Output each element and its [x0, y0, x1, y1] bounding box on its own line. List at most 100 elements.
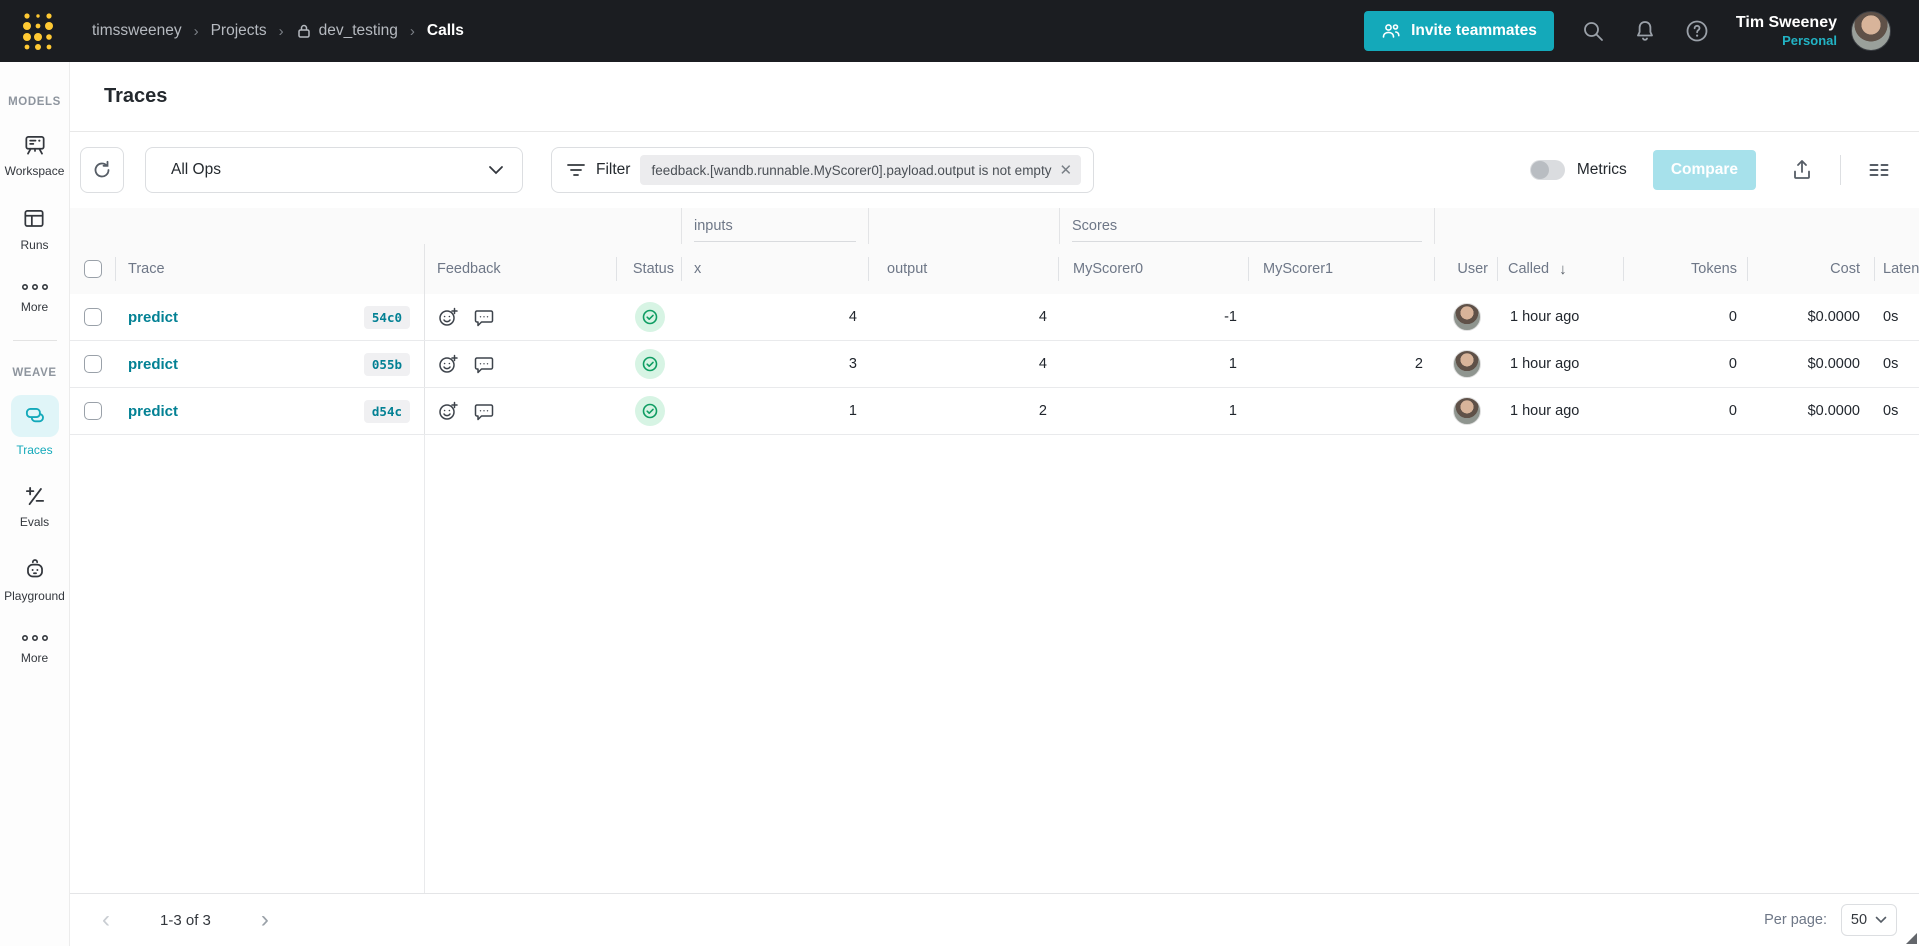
filter-bar[interactable]: Filter feedback.[wandb.runnable.MyScorer… [551, 147, 1095, 193]
toolbar-divider [1840, 155, 1841, 185]
row-checkbox[interactable] [84, 402, 102, 420]
cell-cost: $0.0000 [1807, 356, 1860, 372]
sort-desc-icon: ↓ [1559, 260, 1567, 278]
user-cell [1435, 294, 1498, 340]
filter-label: Filter [596, 161, 631, 178]
cell-myscorer0: 1 [1228, 356, 1237, 372]
add-reaction-icon[interactable] [437, 353, 459, 375]
help-icon[interactable] [1684, 18, 1710, 44]
sidebar-item-traces[interactable]: Traces [10, 395, 59, 457]
column-header-myscorer1[interactable]: MyScorer1 [1249, 244, 1435, 294]
table-row[interactable]: predict 54c0 [70, 294, 1919, 341]
column-header-latency[interactable]: Latency [1883, 261, 1919, 277]
select-all-checkbox-cell [70, 244, 116, 294]
sidebar-item-workspace[interactable]: Workspace [5, 132, 64, 178]
status-cell [617, 341, 682, 387]
people-icon [1381, 21, 1401, 41]
playground-robot-icon [22, 557, 48, 583]
row-checkbox-cell [70, 341, 116, 387]
row-checkbox-cell [70, 294, 116, 340]
status-success-icon [634, 302, 665, 332]
cell-called: 1 hour ago [1510, 403, 1580, 419]
compare-button[interactable]: Compare [1652, 150, 1756, 190]
trace-id-badge[interactable]: d54c [363, 399, 410, 423]
group-header-scores: Scores [1059, 208, 1435, 244]
group-label-scores: Scores [1072, 218, 1118, 234]
sidebar-item-runs[interactable]: Runs [20, 206, 49, 252]
row-checkbox[interactable] [84, 308, 102, 326]
window-resize-handle[interactable] [1906, 933, 1917, 944]
export-icon[interactable] [1790, 158, 1814, 182]
sidebar-item-label: More [20, 300, 49, 314]
column-header-status[interactable]: Status [617, 244, 682, 294]
user-avatar[interactable] [1851, 11, 1891, 51]
sidebar-item-evals[interactable]: Evals [20, 483, 49, 529]
filter-chip-close-icon[interactable]: ✕ [1059, 161, 1073, 179]
column-settings-icon[interactable] [1867, 158, 1891, 182]
trace-link[interactable]: predict [128, 402, 179, 420]
cell-myscorer1 [1249, 294, 1435, 340]
comment-icon[interactable] [473, 353, 495, 375]
table-row[interactable]: predict d54c [70, 388, 1919, 435]
column-header-x[interactable]: x [682, 244, 869, 294]
sidebar-item-playground[interactable]: Playground [4, 557, 65, 603]
sidebar-item-more-models[interactable]: More [20, 280, 50, 314]
column-header-output[interactable]: output [869, 244, 1059, 294]
trace-link[interactable]: predict [128, 355, 179, 373]
notifications-bell-icon[interactable] [1632, 18, 1658, 44]
breadcrumb-calls[interactable]: Calls [426, 22, 464, 39]
wandb-logo-icon[interactable] [18, 10, 58, 52]
user-menu[interactable]: Tim Sweeney Personal [1736, 13, 1837, 49]
status-cell [617, 388, 682, 434]
per-page-select[interactable]: 50 [1841, 904, 1897, 936]
invite-teammates-button[interactable]: Invite teammates [1364, 11, 1554, 51]
column-header-trace[interactable]: Trace [116, 244, 425, 294]
user-avatar [1452, 350, 1481, 378]
add-reaction-icon[interactable] [437, 400, 459, 422]
prev-page-icon[interactable]: ‹ [102, 906, 110, 933]
cell-latency: 0s [1883, 309, 1899, 325]
cell-output: 2 [1038, 403, 1047, 419]
trace-link[interactable]: predict [128, 308, 179, 326]
comment-icon[interactable] [473, 400, 495, 422]
sidebar-item-label: Runs [20, 238, 49, 252]
column-header-myscorer0[interactable]: MyScorer0 [1059, 244, 1249, 294]
ops-filter-select[interactable]: All Ops [145, 147, 523, 193]
column-header-called[interactable]: Called ↓ [1498, 244, 1624, 294]
metrics-toggle-label: Metrics [1576, 161, 1627, 178]
breadcrumb-projects[interactable]: Projects [210, 22, 267, 39]
filter-chip[interactable]: feedback.[wandb.runnable.MyScorer0].payl… [640, 155, 1082, 185]
breadcrumb: timssweeney › Projects › dev_testing › C… [92, 22, 464, 40]
group-spacer [425, 208, 682, 244]
sidebar-item-more-weave[interactable]: More [20, 631, 50, 665]
trace-id-badge[interactable]: 54c0 [363, 305, 410, 329]
comment-icon[interactable] [473, 306, 495, 328]
status-cell [617, 294, 682, 340]
column-header-feedback[interactable]: Feedback [425, 244, 617, 294]
table-row[interactable]: predict 055b [70, 341, 1919, 388]
column-header-user[interactable]: User [1435, 244, 1498, 294]
next-page-icon[interactable]: › [260, 906, 269, 933]
column-header-tokens[interactable]: Tokens [1624, 244, 1748, 294]
add-reaction-icon[interactable] [437, 306, 459, 328]
chevron-down-icon [488, 165, 504, 175]
row-checkbox[interactable] [84, 355, 102, 373]
select-all-checkbox[interactable] [84, 260, 102, 278]
page-title: Traces [104, 85, 168, 107]
user-cell [1435, 388, 1498, 434]
breadcrumb-entity[interactable]: timssweeney [92, 22, 182, 39]
user-scope: Personal [1782, 32, 1837, 48]
metrics-toggle[interactable] [1529, 160, 1565, 180]
refresh-button[interactable] [80, 147, 124, 193]
table-empty-area [70, 435, 1919, 893]
cell-tokens: 0 [1728, 403, 1737, 419]
traces-icon [10, 395, 59, 437]
group-spacer [70, 208, 425, 244]
feedback-cell [425, 388, 617, 434]
breadcrumb-project[interactable]: dev_testing [296, 22, 398, 40]
trace-id-badge[interactable]: 055b [363, 352, 410, 376]
runs-table-icon [21, 206, 47, 232]
sidebar-item-label: Evals [19, 515, 50, 529]
search-icon[interactable] [1580, 18, 1606, 44]
column-header-cost[interactable]: Cost [1748, 244, 1875, 294]
